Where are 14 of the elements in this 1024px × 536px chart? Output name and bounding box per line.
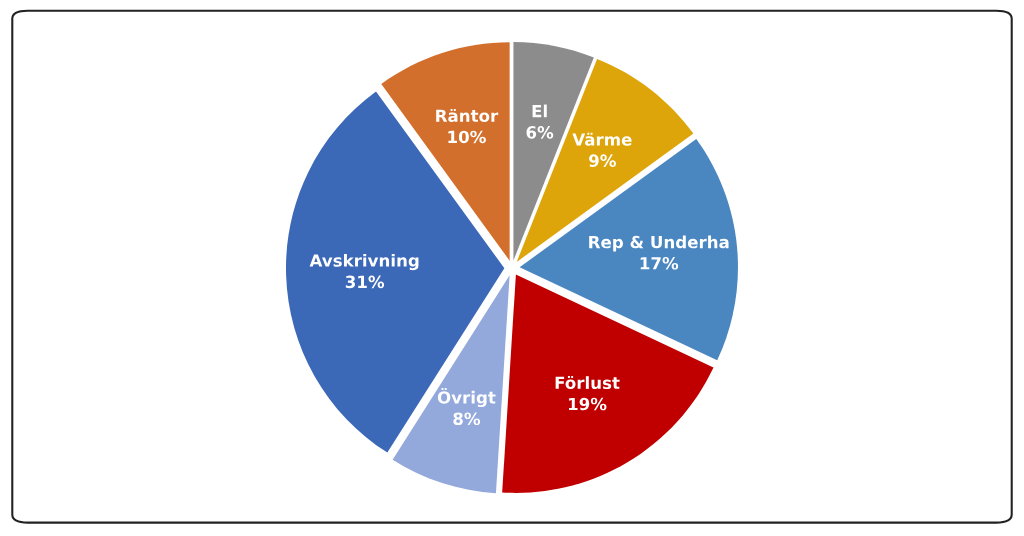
slice-label: Värme xyxy=(572,132,632,146)
slice-label: Räntor xyxy=(436,108,499,123)
data-label: 10% xyxy=(448,130,486,144)
data-label: 19% xyxy=(568,397,607,411)
data-label: 8% xyxy=(453,412,481,426)
slice-label: Övrigt xyxy=(437,388,496,408)
data-label: 31% xyxy=(345,275,385,289)
slice-label: Rep & Underha xyxy=(589,235,729,252)
data-label: 6% xyxy=(526,126,554,139)
slice-label: El xyxy=(532,104,547,118)
slice-label: Förlust xyxy=(555,375,620,390)
data-label: 9% xyxy=(589,154,616,167)
data-label: 17% xyxy=(640,256,679,270)
slice-label: Avskrivning xyxy=(309,253,419,271)
